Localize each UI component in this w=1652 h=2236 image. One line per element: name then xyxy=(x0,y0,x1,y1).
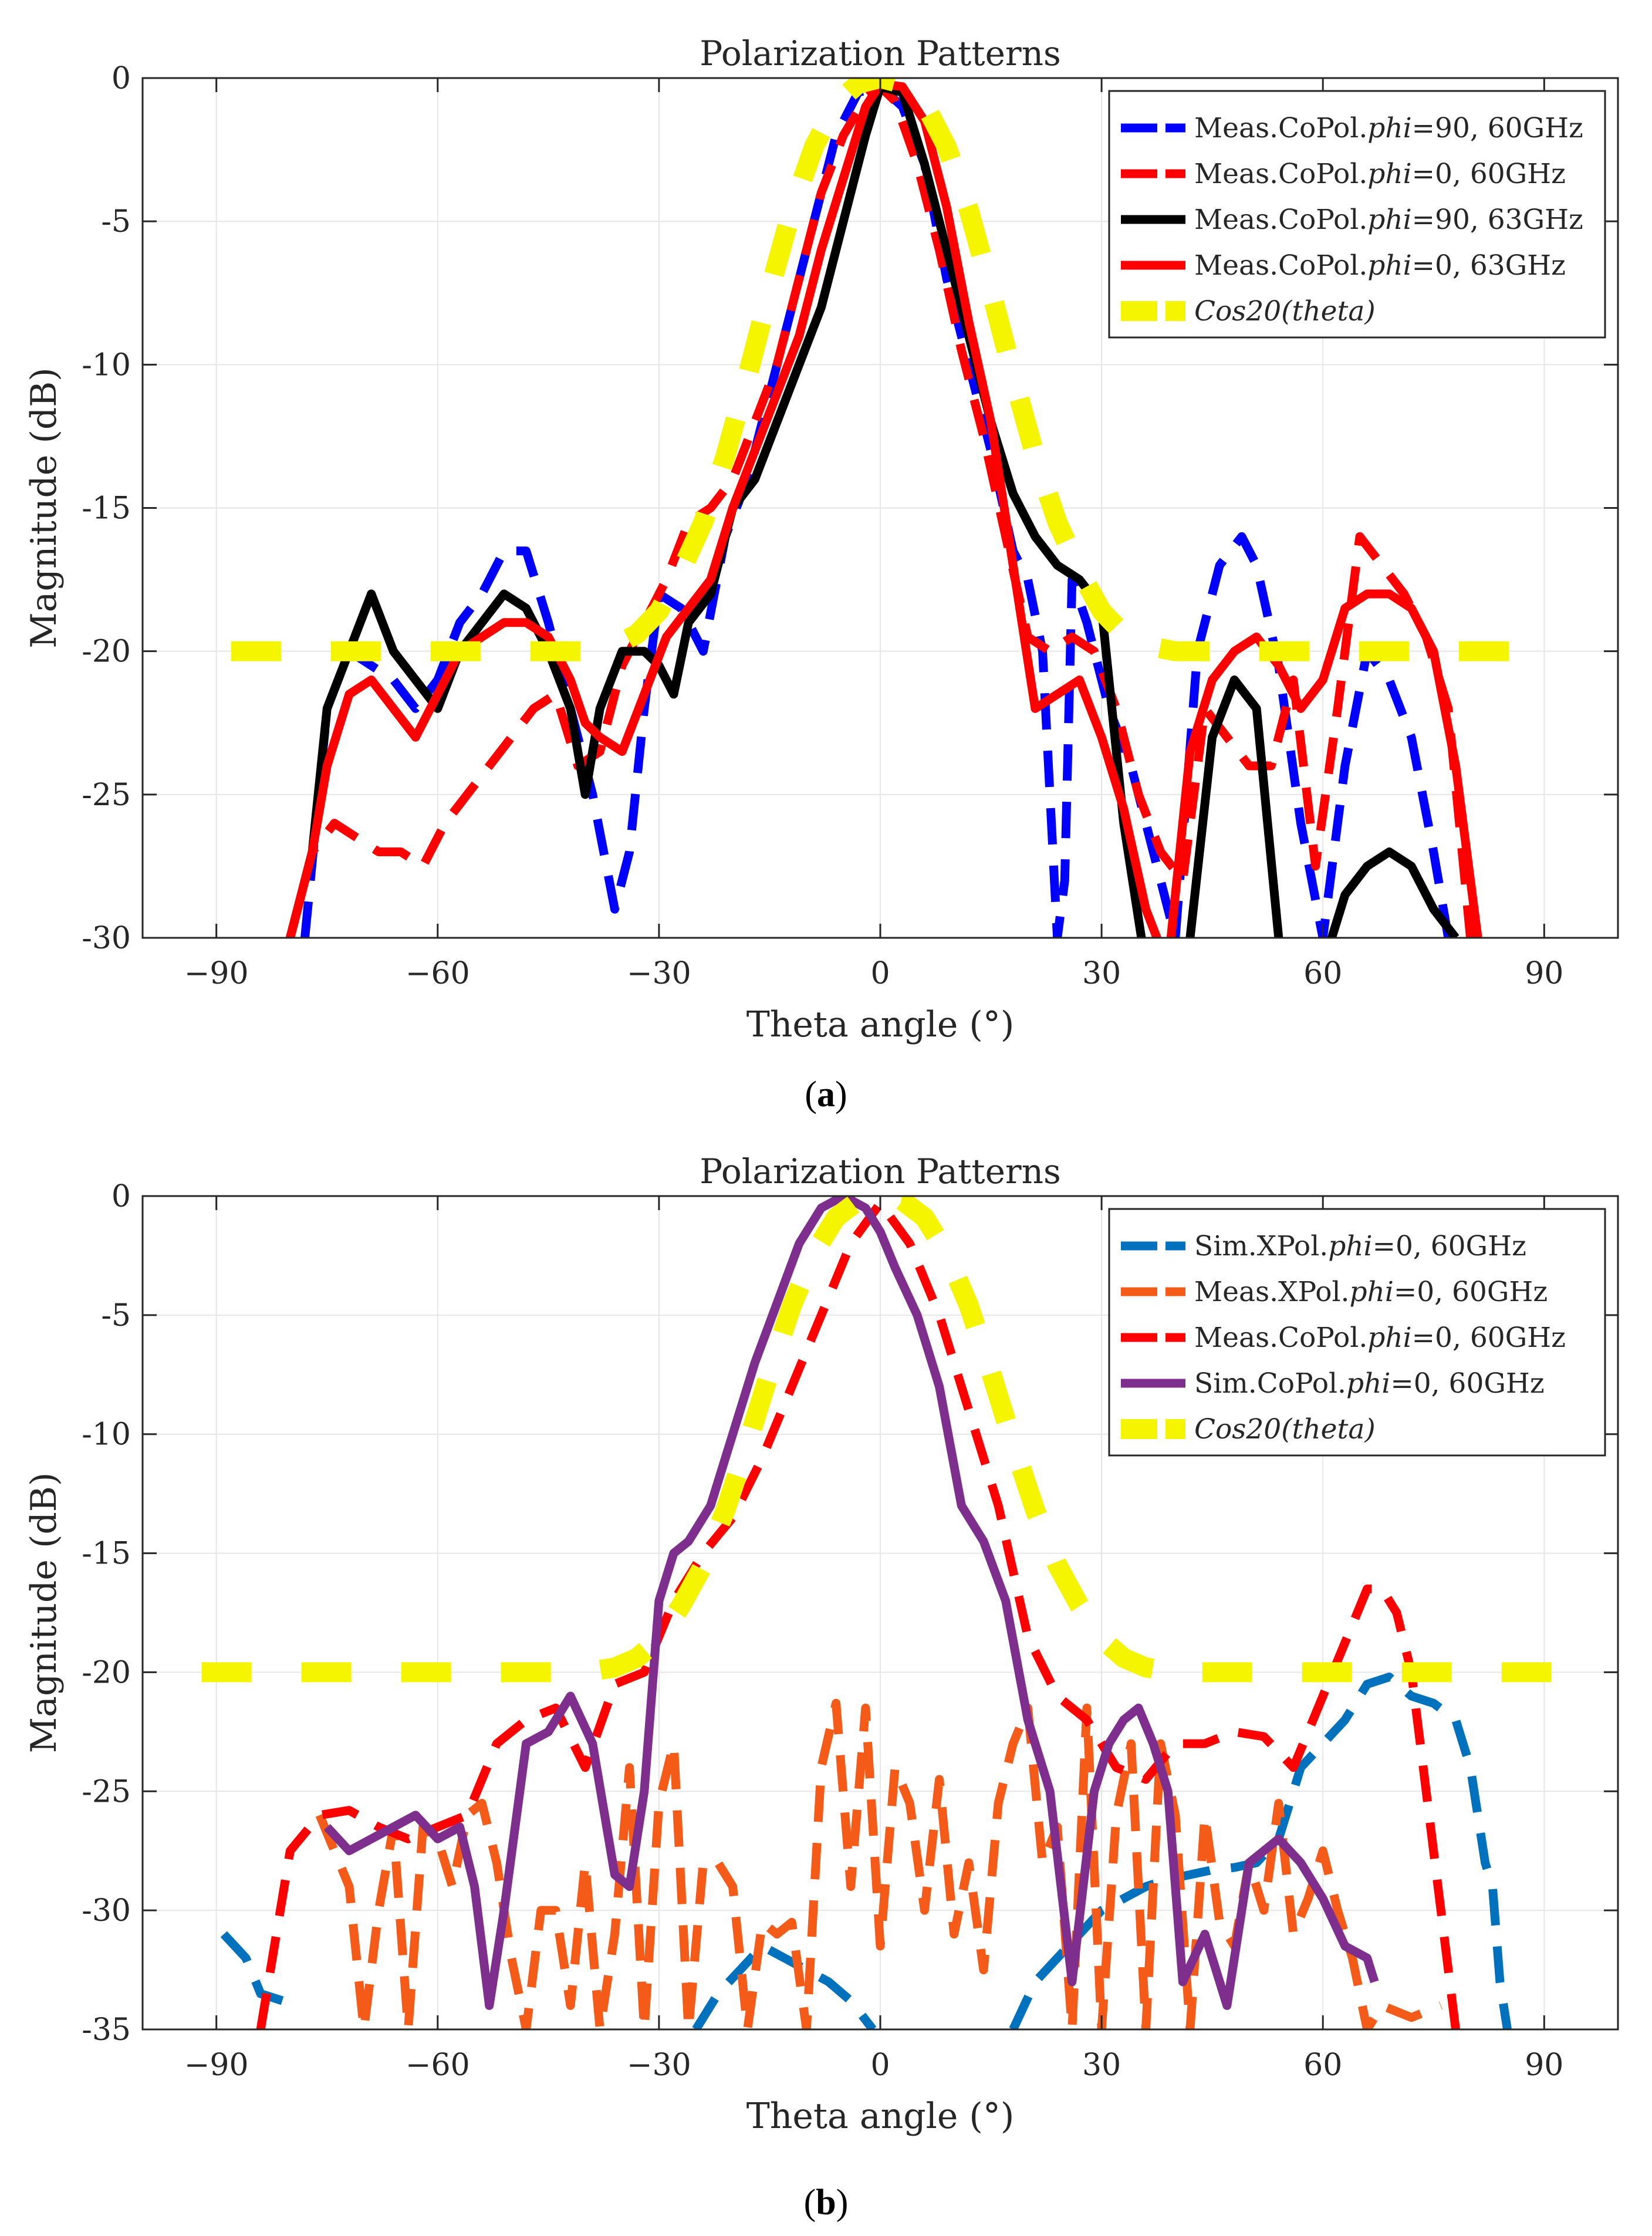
series-line-5 xyxy=(201,1196,1559,1683)
y-tick-label: 0 xyxy=(112,1179,131,1214)
y-axis-label: Magnitude (dB) xyxy=(23,367,65,648)
x-tick-label: −30 xyxy=(627,956,691,991)
series-line-3 xyxy=(286,82,1460,938)
y-tick-label: -20 xyxy=(82,1655,131,1690)
y-tick-label: -5 xyxy=(101,204,131,239)
y-tick-label: -25 xyxy=(82,1774,131,1809)
x-tick-label: 60 xyxy=(1303,2048,1342,2083)
legend-entry: Sim.XPol.phi=0, 60GHz xyxy=(1194,1230,1526,1262)
series-line-4 xyxy=(323,1196,1379,2010)
y-tick-label: -15 xyxy=(82,491,131,526)
chart-panel-b: −90 −60 −30 0 30 60 90 0 -5 -10 -15 -20 -25 -30 -35 Pol… xyxy=(23,1151,1619,2137)
x-tick-label: 90 xyxy=(1525,2048,1563,2083)
legend-box xyxy=(1108,90,1606,339)
series-line-3 xyxy=(256,1198,1460,2029)
x-tick-label: −90 xyxy=(184,956,249,991)
legend-entry: Meas.CoPol.phi=0, 60GHz xyxy=(1194,1322,1566,1354)
y-tick-label: -30 xyxy=(82,1893,131,1928)
y-tick-label: -35 xyxy=(82,2012,131,2048)
legend-entry: Meas.CoPol.phi=90, 60GHz xyxy=(1194,112,1583,144)
series-line-1 xyxy=(300,82,1453,938)
series-group xyxy=(201,1196,1559,2029)
x-tick-label: −60 xyxy=(406,2048,470,2083)
x-tick-label: 30 xyxy=(1082,956,1121,991)
caption-b-letter: b xyxy=(816,2183,836,2223)
x-tick-label: 0 xyxy=(870,2048,890,2083)
x-tick-label: 60 xyxy=(1303,956,1342,991)
x-tick-label: −90 xyxy=(184,2048,249,2083)
y-tick-label: -20 xyxy=(82,634,131,670)
chart-title: Polarization Patterns xyxy=(700,1151,1061,1191)
y-tick-label: -10 xyxy=(82,1417,131,1453)
legend-entry: Meas.CoPol.phi=90, 63GHz xyxy=(1194,204,1583,236)
y-tick-label: -5 xyxy=(101,1298,131,1333)
caption-a-letter: a xyxy=(817,1075,835,1114)
x-tick-label: −30 xyxy=(627,2048,691,2083)
legend-entry: Meas.CoPol.phi=0, 63GHz xyxy=(1194,249,1566,282)
y-tick-label: 0 xyxy=(112,61,131,96)
legend-box xyxy=(1108,1208,1606,1457)
y-tick-label: -10 xyxy=(82,347,131,383)
x-axis-label: Theta angle (°) xyxy=(746,2096,1015,2137)
legend-entry: Sim.CoPol.phi=0, 60GHz xyxy=(1194,1367,1545,1400)
x-tick-label: −60 xyxy=(406,956,470,991)
x-axis-label: Theta angle (°) xyxy=(746,1004,1015,1045)
x-tick-label: 0 xyxy=(870,956,890,991)
x-tick-label: 30 xyxy=(1082,2048,1121,2083)
caption-a: (a) xyxy=(805,1075,847,1114)
y-tick-label: -25 xyxy=(82,778,131,813)
y-tick-label: -30 xyxy=(82,921,131,956)
caption-b: (b) xyxy=(803,2183,849,2223)
chart-title: Polarization Patterns xyxy=(700,33,1061,73)
series-line-1 xyxy=(692,1941,877,2029)
legend-entry: Cos20(theta) xyxy=(1194,295,1376,327)
legend: Meas.CoPol.phi=90, 60GHz Meas.CoPol.phi=0… xyxy=(1108,90,1606,339)
legend-entry: Meas.CoPol.phi=0, 60GHz xyxy=(1194,158,1566,190)
series-line-5 xyxy=(231,78,1530,661)
series-line-2 xyxy=(315,1698,1443,2029)
legend-entry: Meas.XPol.phi=0, 60GHz xyxy=(1194,1276,1548,1308)
y-tick-label: -15 xyxy=(82,1536,131,1572)
legend: Sim.XPol.phi=0, 60GHz Meas.XPol.phi=0, 60… xyxy=(1108,1208,1606,1457)
x-tick-label: 90 xyxy=(1525,956,1563,991)
legend-entry: Cos20(theta) xyxy=(1194,1413,1376,1445)
chart-panel-a: −90 −60 −30 0 30 60 90 0 -5 -10 -15 -20 -25 -30 Polari… xyxy=(23,33,1619,1045)
y-axis-label: Magnitude (dB) xyxy=(23,1472,65,1754)
series-line-1 xyxy=(220,1931,299,2010)
